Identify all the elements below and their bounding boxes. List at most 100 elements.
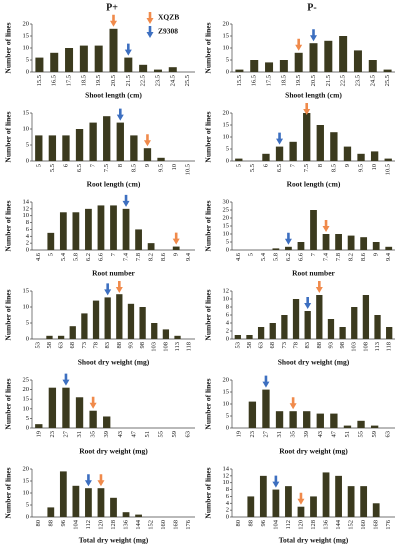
x-tick-label: 58 (246, 342, 253, 349)
x-tick-label: 98 (339, 342, 346, 349)
x-tick-label: 80 (35, 520, 42, 527)
x-tick-label: 168 (173, 520, 180, 530)
x-tick-label: 5.8 (272, 253, 279, 261)
bar (103, 416, 111, 428)
x-tick-label: 15.5 (236, 75, 243, 86)
bar (62, 135, 70, 161)
x-tick-label: 8.6 (160, 252, 167, 261)
bar (81, 313, 88, 339)
y-tick-label: 0 (226, 424, 229, 431)
parent-arrow (297, 492, 305, 505)
x-tick-label: 6 (62, 163, 69, 167)
x-tick-label: 9 (173, 253, 180, 256)
x-tick-label: 7.8 (335, 253, 342, 261)
x-tick-label: 8.6 (360, 252, 367, 261)
x-tick-label: 31 (76, 431, 83, 438)
bar (272, 248, 280, 250)
y-tick-label: 25 (223, 206, 230, 213)
y-tick-label: 15 (23, 32, 30, 39)
x-tick-label: 128 (310, 520, 317, 530)
x-tick-label: 55 (158, 431, 165, 438)
bar (343, 146, 352, 161)
x-tick-label: 31 (276, 431, 283, 438)
y-tick-label: 10 (23, 489, 30, 496)
bar (262, 389, 270, 428)
bar (275, 411, 284, 428)
x-tick-label: 9.4 (385, 252, 392, 261)
bar (370, 425, 379, 428)
bar (370, 151, 379, 161)
x-tick-label: 128 (110, 520, 117, 530)
bar (246, 335, 253, 339)
x-tick-label: 7 (110, 252, 117, 256)
y-tick-label: 6 (226, 311, 230, 318)
x-tick-label: 136 (123, 519, 130, 530)
bar (50, 52, 59, 72)
x-tick-label: 51 (144, 431, 151, 438)
x-tick-label: 6 (262, 163, 269, 167)
x-tick-label: 4.6 (235, 252, 242, 261)
x-tick-label: 5 (247, 253, 254, 256)
bar (360, 486, 368, 517)
y-axis-title: Number of lines (4, 22, 13, 73)
y-tick-label: 5 (226, 145, 229, 152)
y-tick-label: 10 (223, 44, 230, 51)
parent-arrow (89, 396, 97, 409)
bar (357, 153, 365, 161)
bar (310, 496, 317, 517)
bar (285, 486, 292, 517)
bar (122, 208, 130, 250)
x-tick-label: 7.4 (323, 252, 330, 261)
x-tick-label: 9 (344, 164, 351, 167)
y-tick-label: 20 (23, 20, 30, 27)
x-tick-label: 6.6 (97, 252, 104, 261)
x-tick-label: 103 (351, 342, 358, 352)
x-tick-label: 23 (49, 431, 56, 438)
x-tick-label: 17.5 (66, 75, 73, 86)
x-tick-label: 8 (117, 164, 124, 167)
bar (304, 311, 311, 339)
bar (339, 36, 348, 72)
bar (372, 503, 380, 517)
bar (104, 297, 111, 339)
x-tick-label: 6.5 (76, 164, 83, 172)
bar (116, 294, 123, 339)
x-tick-label: 5 (47, 253, 54, 256)
x-tick-label: 96 (260, 519, 267, 526)
y-tick-label: 0 (26, 246, 29, 253)
y-tick-label: 5 (26, 415, 29, 422)
bar (62, 387, 70, 428)
y-axis-title: Number of lines (204, 22, 213, 73)
x-tick-label: 120 (97, 520, 104, 530)
bar (272, 489, 280, 517)
bar (368, 60, 377, 72)
parent-arrow (289, 397, 297, 410)
x-axis-title: Total dry weight (mg) (279, 536, 349, 545)
bar (303, 113, 311, 161)
x-tick-label: 20.5 (310, 75, 317, 86)
y-tick-label: 0 (226, 68, 229, 75)
parent-arrow (62, 373, 70, 386)
x-tick-label: 8 (317, 164, 324, 167)
x-tick-label: 88 (247, 520, 254, 527)
y-tick-label: 4 (26, 233, 30, 240)
bar (130, 135, 138, 161)
bar (265, 62, 274, 72)
x-tick-label: 23.5 (354, 75, 361, 86)
x-tick-label: 68 (269, 342, 276, 349)
x-tick-label: 176 (385, 519, 392, 530)
x-tick-label: 21.5 (125, 75, 132, 86)
x-tick-label: 112 (85, 520, 92, 530)
y-tick-label: 12 (223, 287, 230, 294)
x-tick-label: 7.4 (123, 252, 130, 261)
x-tick-label: 5 (235, 164, 242, 167)
y-axis-title: Number of lines (4, 200, 13, 251)
x-tick-label: 17.5 (266, 75, 273, 86)
y-tick-label: 8 (226, 486, 229, 493)
y-tick-label: 8 (26, 219, 29, 226)
bar (59, 471, 67, 517)
bar (322, 234, 330, 250)
x-tick-label: 63 (385, 431, 392, 438)
bar (72, 212, 80, 250)
x-axis-title: Total dry weight (mg) (79, 536, 149, 545)
